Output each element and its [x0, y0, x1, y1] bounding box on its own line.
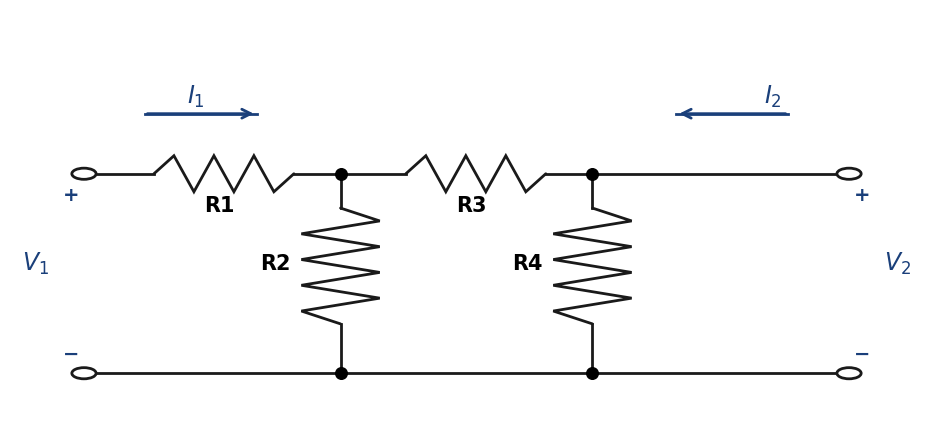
- Text: −: −: [854, 344, 870, 363]
- Point: [585, 170, 600, 177]
- Point: [333, 370, 348, 377]
- Point: [585, 370, 600, 377]
- Point: [333, 170, 348, 177]
- Text: $I_1$: $I_1$: [187, 83, 205, 110]
- Text: R4: R4: [512, 254, 542, 274]
- Text: $I_2$: $I_2$: [763, 83, 782, 110]
- Text: +: +: [63, 186, 79, 205]
- Text: R3: R3: [456, 196, 486, 216]
- Circle shape: [72, 168, 96, 179]
- Circle shape: [72, 368, 96, 379]
- Text: R2: R2: [260, 254, 290, 274]
- Text: $V_2$: $V_2$: [884, 251, 911, 277]
- Text: R1: R1: [204, 196, 234, 216]
- Circle shape: [837, 368, 861, 379]
- Text: −: −: [63, 344, 79, 363]
- Text: $V_1$: $V_1$: [22, 251, 49, 277]
- Text: +: +: [854, 186, 870, 205]
- Circle shape: [837, 168, 861, 179]
